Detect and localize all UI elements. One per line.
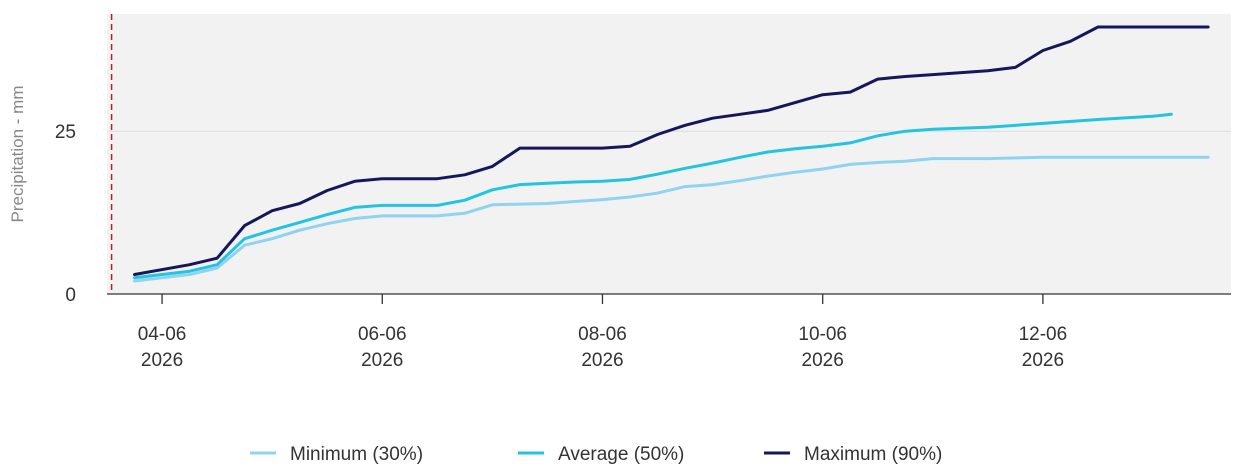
x-axis-ticks: 04-06 2026 06-06 2026 08-06 2026 10-06 2026 12-0…: [138, 294, 1067, 371]
x-tick-label-date: 06-06: [358, 324, 407, 345]
series-line-1: [133, 155, 1210, 283]
legend-item-1[interactable]: Minimum (30%): [250, 444, 423, 465]
series-line-2: [133, 112, 1173, 280]
x-tick-label-year: 2026: [802, 350, 844, 371]
legend[interactable]: Minimum (30%) Average (50%) Maximum (90%): [250, 444, 942, 465]
series-line-3: [133, 25, 1210, 276]
legend-item-2[interactable]: Average (50%): [518, 444, 684, 465]
legend-label: Maximum (90%): [804, 444, 942, 465]
plot-background: [107, 14, 1231, 294]
y-tick-label: 0: [65, 285, 76, 306]
series-lines: [133, 25, 1210, 283]
x-tick-label-year: 2026: [581, 350, 623, 371]
x-tick-label-date: 04-06: [138, 324, 187, 345]
legend-label: Average (50%): [558, 444, 684, 465]
x-tick-label-date: 08-06: [578, 324, 627, 345]
x-tick-label-date: 10-06: [798, 324, 847, 345]
x-tick-label-year: 2026: [1022, 350, 1064, 371]
legend-label: Minimum (30%): [290, 444, 423, 465]
y-axis-ticks: 0 25: [55, 122, 76, 306]
x-tick-label-year: 2026: [141, 350, 183, 371]
legend-item-3[interactable]: Maximum (90%): [764, 444, 942, 465]
x-tick-label-date: 12-06: [1019, 324, 1068, 345]
x-tick-label-year: 2026: [361, 350, 403, 371]
y-tick-label: 25: [55, 122, 76, 143]
y-axis-label: Precipitation - mm: [8, 86, 27, 223]
